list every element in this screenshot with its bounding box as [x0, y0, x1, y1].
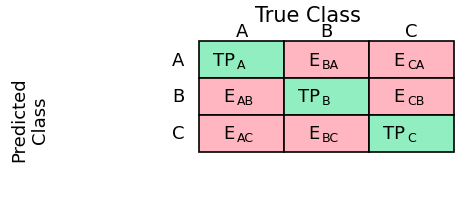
Text: B: B: [320, 23, 333, 41]
Text: AB: AB: [237, 95, 255, 108]
Text: C: C: [407, 131, 416, 144]
Text: E: E: [393, 88, 405, 106]
Text: C: C: [405, 23, 418, 41]
Text: TP: TP: [213, 51, 235, 69]
Text: B: B: [172, 88, 184, 106]
FancyBboxPatch shape: [369, 42, 454, 79]
FancyBboxPatch shape: [369, 79, 454, 115]
FancyBboxPatch shape: [369, 115, 454, 152]
Text: AC: AC: [237, 131, 254, 144]
Text: E: E: [309, 125, 320, 142]
Text: Predicted
Class: Predicted Class: [10, 77, 49, 161]
Text: BC: BC: [322, 131, 339, 144]
Text: A: A: [237, 58, 246, 71]
Text: A: A: [236, 23, 248, 41]
Text: CA: CA: [407, 58, 424, 71]
FancyBboxPatch shape: [284, 115, 369, 152]
Text: E: E: [224, 88, 235, 106]
Text: E: E: [309, 51, 320, 69]
FancyBboxPatch shape: [199, 79, 284, 115]
Text: E: E: [224, 125, 235, 142]
Text: B: B: [322, 95, 331, 108]
Text: E: E: [393, 51, 405, 69]
Text: BA: BA: [322, 58, 339, 71]
FancyBboxPatch shape: [284, 79, 369, 115]
Text: A: A: [172, 51, 184, 69]
FancyBboxPatch shape: [199, 115, 284, 152]
Text: TP: TP: [383, 125, 405, 142]
Text: True Class: True Class: [255, 6, 361, 26]
FancyBboxPatch shape: [284, 42, 369, 79]
FancyBboxPatch shape: [199, 42, 284, 79]
Text: CB: CB: [407, 95, 424, 108]
Text: C: C: [172, 125, 184, 142]
Text: TP: TP: [298, 88, 320, 106]
